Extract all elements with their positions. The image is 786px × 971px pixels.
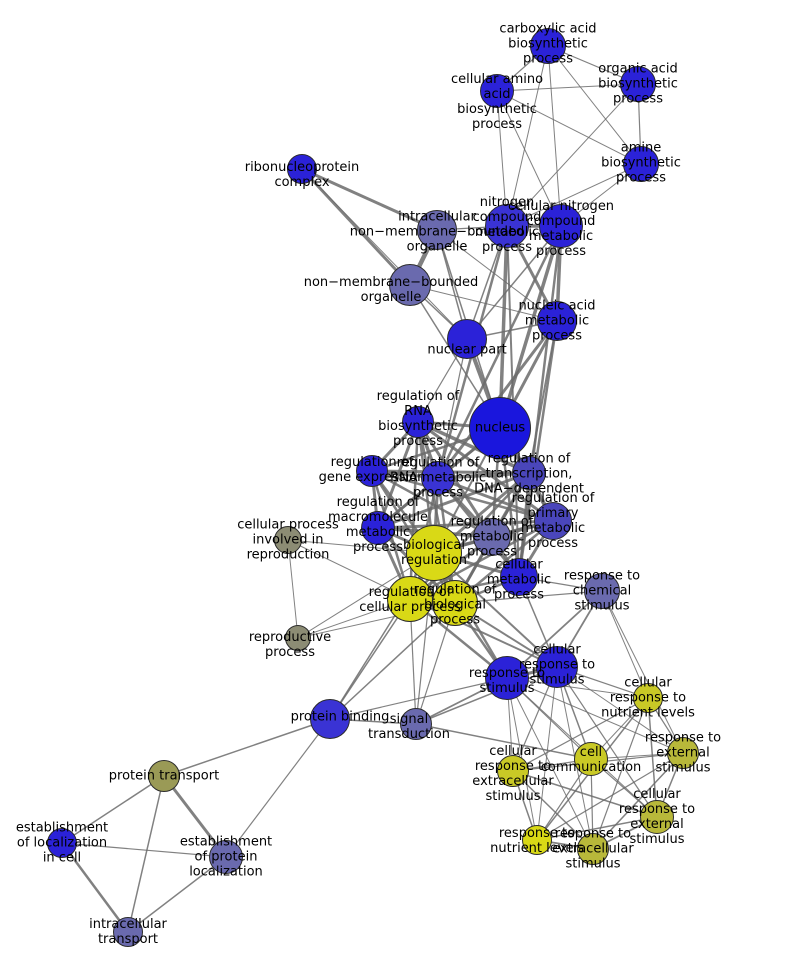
graph-edge [506,45,549,227]
graph-edge [301,168,468,340]
graph-edge [436,229,558,322]
graph-node-cellular-process-involved-in-reproduction[interactable] [274,526,302,554]
graph-node-regulation-of-macromolecule-metabolic-process[interactable] [361,511,395,545]
graph-edge [415,666,558,725]
graph-edge [647,697,658,818]
graph-node-amine-biosynthetic-process[interactable] [623,146,659,182]
graph-edge [512,697,649,772]
graph-edge [517,225,563,578]
graph-node-regulation-of-metabolic-process[interactable] [473,518,511,556]
graph-edge [536,666,558,841]
graph-edge [547,45,562,227]
graph-node-cellular-response-to-nutrient-levels[interactable] [633,683,663,713]
graph-edge [528,320,558,474]
graph-edge [517,320,559,578]
graph-edge [61,842,227,858]
graph-edge [454,590,603,604]
graph-edge [601,590,649,699]
graph-node-establishment-of-protein-localization[interactable] [209,840,243,874]
graph-node-cellular-amino-acid-biosynthetic-process[interactable] [480,74,514,108]
graph-edge [301,167,438,232]
graph-edge [437,338,468,479]
graph-edge [547,45,642,165]
graph-node-response-to-chemical-stimulus[interactable] [584,573,620,609]
graph-node-nitrogen-compound-metabolic-process[interactable] [485,204,529,248]
graph-edge [506,677,594,850]
graph-edge [592,697,649,850]
graph-edge [163,718,331,777]
graph-node-regulation-of-gene-expression[interactable] [356,455,388,487]
graph-node-protein-binding[interactable] [310,699,350,739]
graph-edge [556,666,684,754]
graph-edge [466,225,562,340]
graph-edge [329,677,508,720]
graph-node-cell-communication[interactable] [574,742,608,776]
graph-edge [496,90,508,227]
graph-edge [506,163,642,227]
graph-node-intracellular-transport[interactable] [113,917,143,947]
graph-node-intracellular-non-membrane-bounded-organelle[interactable] [417,210,457,250]
graph-node-organic-acid-biosynthetic-process[interactable] [620,66,656,102]
graph-edge [536,816,658,841]
graph-edge [409,284,558,322]
graph-node-cellular-nitrogen-compound-metabolic-process[interactable] [539,204,583,248]
graph-edge [506,677,684,754]
graph-edge [506,83,639,227]
graph-node-cellular-metabolic-process[interactable] [500,558,538,596]
graph-edge [60,842,130,933]
graph-node-regulation-of-rna-biosynthetic-process[interactable] [402,406,434,438]
graph-edge [329,602,456,720]
graph-node-reproductive-process[interactable] [285,625,311,651]
graph-edge [512,770,594,850]
graph-edge [512,770,658,818]
graph-edge [127,775,165,933]
graph-edge [416,421,494,538]
graph-edge [287,539,299,639]
graph-edge [496,90,642,165]
graph-node-nucleus[interactable] [469,397,531,459]
graph-node-response-to-extracellular-stimulus[interactable] [577,833,609,865]
graph-node-nuclear-part[interactable] [447,319,487,359]
graph-edge [506,677,649,699]
graph-edge [601,590,684,754]
graph-edge [496,90,562,227]
graph-edge [225,718,331,858]
graph-node-response-to-external-stimulus[interactable] [667,737,699,769]
graph-edge [415,552,435,725]
graph-edge [329,598,411,720]
graph-edge [61,775,165,844]
graph-node-regulation-of-primary-metabolic-process[interactable] [534,502,572,540]
graph-node-carboxylic-acid-biosynthetic-process[interactable] [530,28,566,64]
graph-node-biological-regulation[interactable] [406,525,462,581]
graph-node-ribonucleoprotein-complex[interactable] [287,154,317,184]
graph-edge [496,83,639,92]
graph-node-response-to-nutrient-levels[interactable] [522,825,552,855]
graph-edge [377,471,530,530]
graph-edge [436,225,563,479]
graph-node-signal-transduction[interactable] [400,708,432,740]
graph-node-regulation-of-biological-process[interactable] [432,580,478,626]
graph-node-protein-transport[interactable] [148,760,180,792]
graph-edge [127,856,227,933]
graph-edge [409,519,554,601]
graph-node-establishment-of-localization-in-cell[interactable] [47,828,77,858]
graph-edge [415,723,592,760]
graph-edge [300,167,412,287]
graph-node-cellular-response-to-external-stimulus[interactable] [640,800,674,834]
graph-edge [536,752,684,841]
graph-edge [417,420,530,475]
graph-node-non-membrane-bounded-organelle[interactable] [389,264,431,306]
graph-node-response-to-stimulus[interactable] [485,656,529,700]
graph-node-rna-metabolic-process[interactable] [421,461,455,495]
graph-node-nucleic-acid-metabolic-process[interactable] [537,301,577,341]
graph-edge [377,519,554,530]
graph-node-regulation-of-transcription-dna-dependent[interactable] [512,456,546,490]
graph-node-cellular-response-to-stimulus[interactable] [536,646,578,688]
graph-node-regulation-of-cellular-process[interactable] [387,576,433,622]
graph-node-cellular-response-to-extracellular-stimulus[interactable] [497,755,529,787]
